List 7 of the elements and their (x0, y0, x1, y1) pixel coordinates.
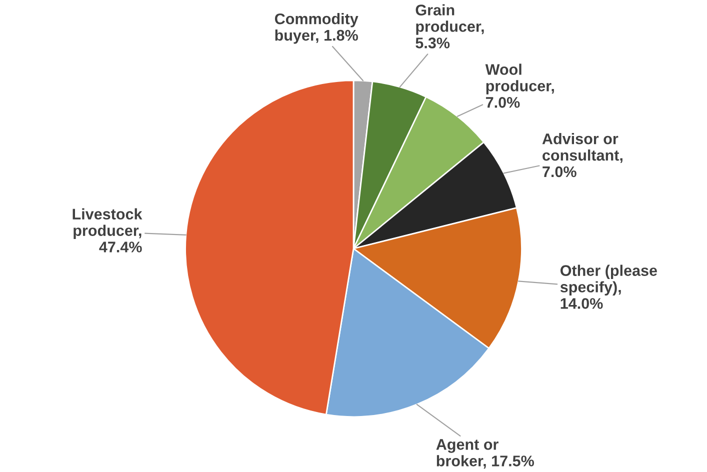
slice-label: Other (please specify), 14.0% (560, 264, 657, 309)
slice-label: Commodity buyer, 1.8% (274, 13, 358, 44)
slice-label: Grain producer, 5.3% (416, 4, 484, 48)
slice-label: Wool producer, 7.0% (485, 64, 554, 108)
slice-label: Livestock producer, 47.4% (72, 208, 142, 252)
slice-label: Agent or broker, 17.5% (436, 439, 534, 469)
slice-label: Advisor or consultant, 7.0% (542, 133, 622, 178)
